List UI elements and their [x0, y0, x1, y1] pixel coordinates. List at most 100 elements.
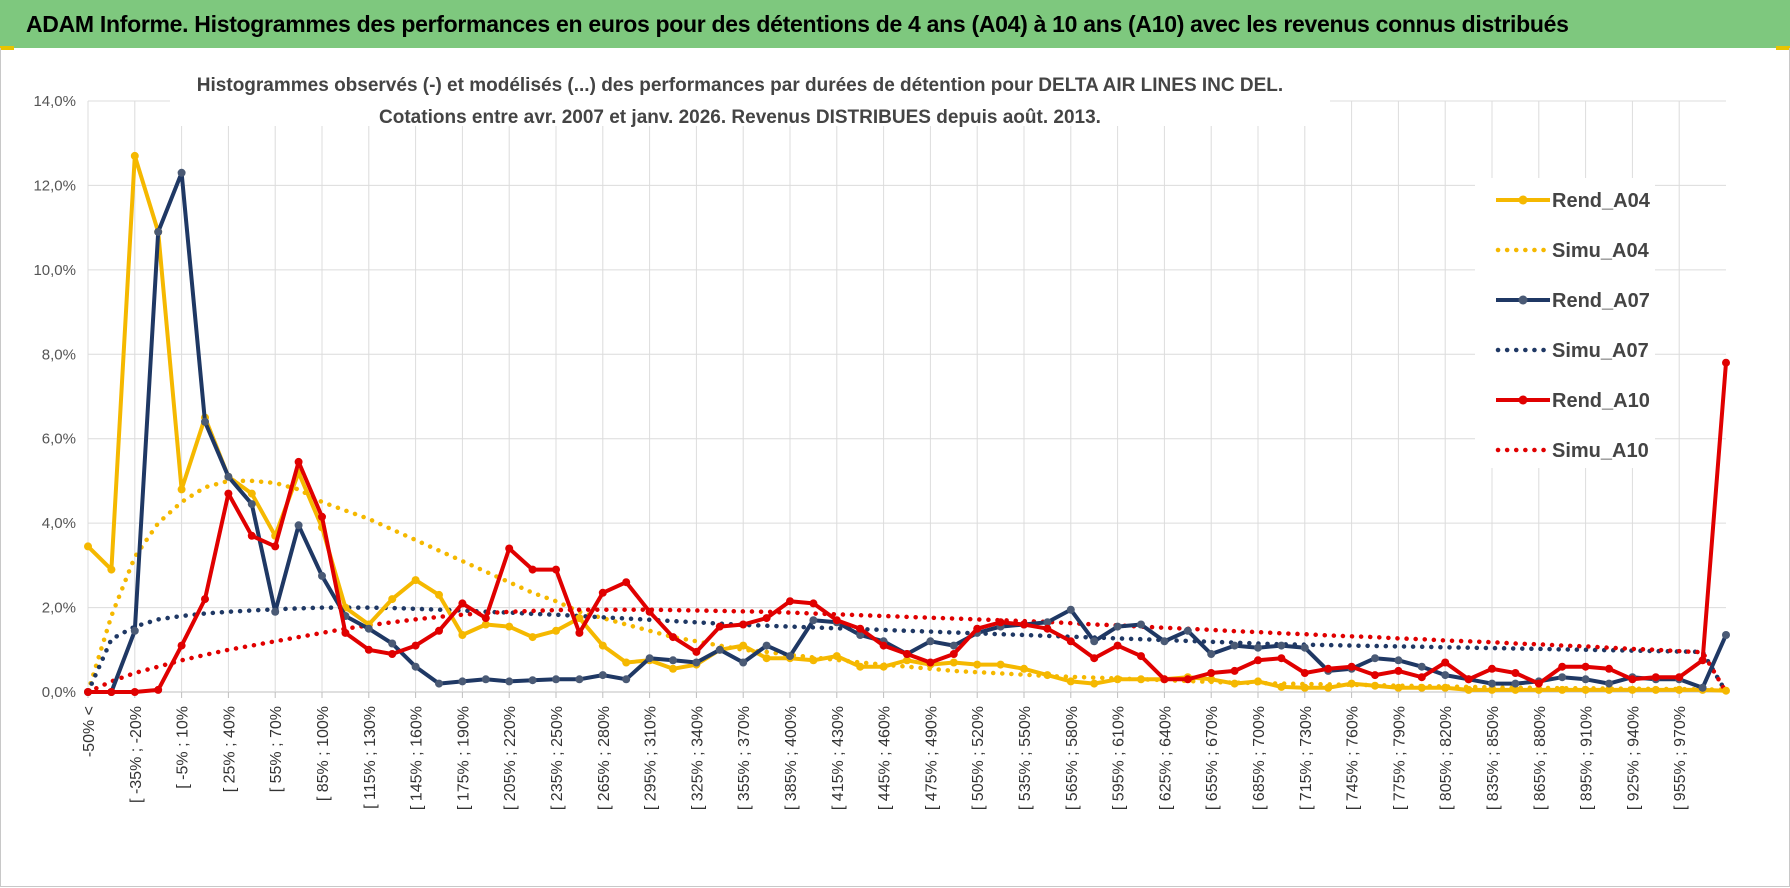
data-point [973, 624, 982, 633]
data-point [1698, 683, 1707, 692]
x-tick-label: [ 595% ; 610% [1111, 706, 1128, 810]
corner-mark-left [0, 46, 14, 50]
data-point [1066, 605, 1075, 614]
data-point [224, 472, 233, 481]
data-point [1090, 679, 1099, 688]
y-tick-label: 0,0% [42, 684, 76, 701]
x-tick-label: [ 865% ; 880% [1532, 706, 1549, 810]
x-axis-ticks: -50% < [ -35% ; -20% [ -5% ; 10% [ 25% ; 40… [81, 706, 1689, 810]
data-point [130, 688, 139, 696]
x-tick-label: [ 355% ; 370% [736, 706, 753, 810]
legend-label: Simu_A04 [1552, 240, 1650, 262]
x-tick-label: [ 205% ; 220% [502, 706, 519, 810]
x-tick-label: [ 535% ; 550% [1017, 706, 1034, 810]
legend-item-simu-a10[interactable]: Simu_A10 [1495, 440, 1649, 462]
data-point [1675, 673, 1684, 682]
data-point [1113, 675, 1122, 684]
corner-mark-right [1776, 46, 1790, 50]
data-point [622, 578, 631, 587]
x-tick-label: [ 505% ; 520% [970, 706, 987, 810]
data-point [926, 637, 935, 646]
data-point [247, 531, 256, 540]
legend-item-simu-a04[interactable]: Simu_A04 [1495, 240, 1650, 262]
x-tick-label: [ 235% ; 250% [549, 706, 566, 810]
legend[interactable]: Rend_A04 Simu_A04 Rend_A07 Simu_A07 Rend_A10… [1495, 190, 1651, 462]
x-tick-label: [ 805% ; 820% [1438, 706, 1455, 810]
data-point [1417, 673, 1426, 682]
legend-item-rend-a04[interactable]: Rend_A04 [1496, 190, 1651, 212]
x-tick-label: [ 715% ; 730% [1298, 706, 1315, 810]
data-point [1160, 637, 1169, 646]
data-point [84, 542, 92, 551]
data-point [903, 656, 911, 665]
data-point [1254, 656, 1262, 665]
x-tick-label: [ 415% ; 430% [830, 706, 847, 810]
data-point [1324, 664, 1333, 673]
x-tick-label: [ 475% ; 490% [923, 706, 940, 810]
data-point [435, 679, 443, 688]
data-point [247, 500, 256, 509]
legend-item-rend-a07[interactable]: Rend_A07 [1496, 290, 1650, 312]
x-tick-label: [ 25% ; 40% [221, 706, 238, 792]
data-point [1137, 620, 1145, 629]
data-point [1722, 358, 1730, 367]
data-point [1605, 679, 1613, 688]
data-point [1090, 637, 1099, 646]
data-point [1488, 679, 1496, 688]
data-point [552, 675, 560, 684]
data-point [1137, 675, 1145, 684]
data-point [1277, 654, 1286, 663]
data-point [388, 639, 397, 648]
data-point [1300, 643, 1309, 652]
data-point [1020, 620, 1028, 629]
data-point [1722, 686, 1730, 695]
legend-label: Rend_A10 [1552, 390, 1650, 412]
y-tick-label: 2,0% [42, 600, 76, 617]
data-point [809, 599, 818, 608]
x-tick-label: [ 655% ; 670% [1204, 706, 1221, 810]
data-point [1511, 685, 1520, 694]
data-point [622, 675, 631, 684]
data-point [1394, 656, 1403, 665]
data-point [1230, 666, 1239, 675]
data-point [364, 624, 373, 633]
data-point [1043, 671, 1052, 680]
data-point [1511, 679, 1520, 688]
data-point [903, 650, 911, 658]
data-point [1605, 685, 1613, 694]
data-point [177, 485, 186, 494]
legend-item-simu-a07[interactable]: Simu_A07 [1495, 340, 1649, 362]
data-point [1277, 641, 1286, 650]
data-point [1581, 685, 1590, 694]
series-simu-a07 [85, 605, 1729, 695]
x-tick-label: [ 955% ; 970% [1672, 706, 1689, 810]
data-point [1324, 683, 1333, 692]
legend-item-rend-a10[interactable]: Rend_A10 [1496, 390, 1650, 412]
data-point [1511, 669, 1520, 677]
legend-marker [1518, 195, 1528, 205]
data-point [1698, 656, 1707, 665]
data-point [996, 618, 1005, 627]
data-point [458, 677, 467, 686]
data-point [177, 641, 186, 650]
data-point [1394, 666, 1403, 675]
data-point [1581, 662, 1590, 671]
x-tick-label: [ 55% ; 70% [268, 706, 285, 792]
data-point [1651, 673, 1660, 682]
data-point [154, 685, 163, 694]
x-tick-label: [ 295% ; 310% [643, 706, 660, 810]
data-point [1371, 671, 1379, 680]
x-tick-label: [ -35% ; -20% [128, 706, 145, 803]
data-point [505, 622, 514, 631]
x-tick-label: [ 175% ; 190% [455, 706, 472, 810]
data-point [1441, 683, 1450, 692]
data-point [1441, 671, 1450, 680]
data-point [1254, 677, 1262, 686]
data-point [1066, 677, 1075, 686]
data-point [739, 658, 748, 667]
data-point [1534, 685, 1543, 694]
data-point [1230, 641, 1239, 650]
y-axis-ticks: 0,0% 2,0% 4,0% 6,0% 8,0% 10,0% 12,0% 14,0% [33, 93, 76, 701]
data-point [1417, 662, 1426, 671]
x-tick-label: [ 625% ; 640% [1157, 706, 1174, 810]
